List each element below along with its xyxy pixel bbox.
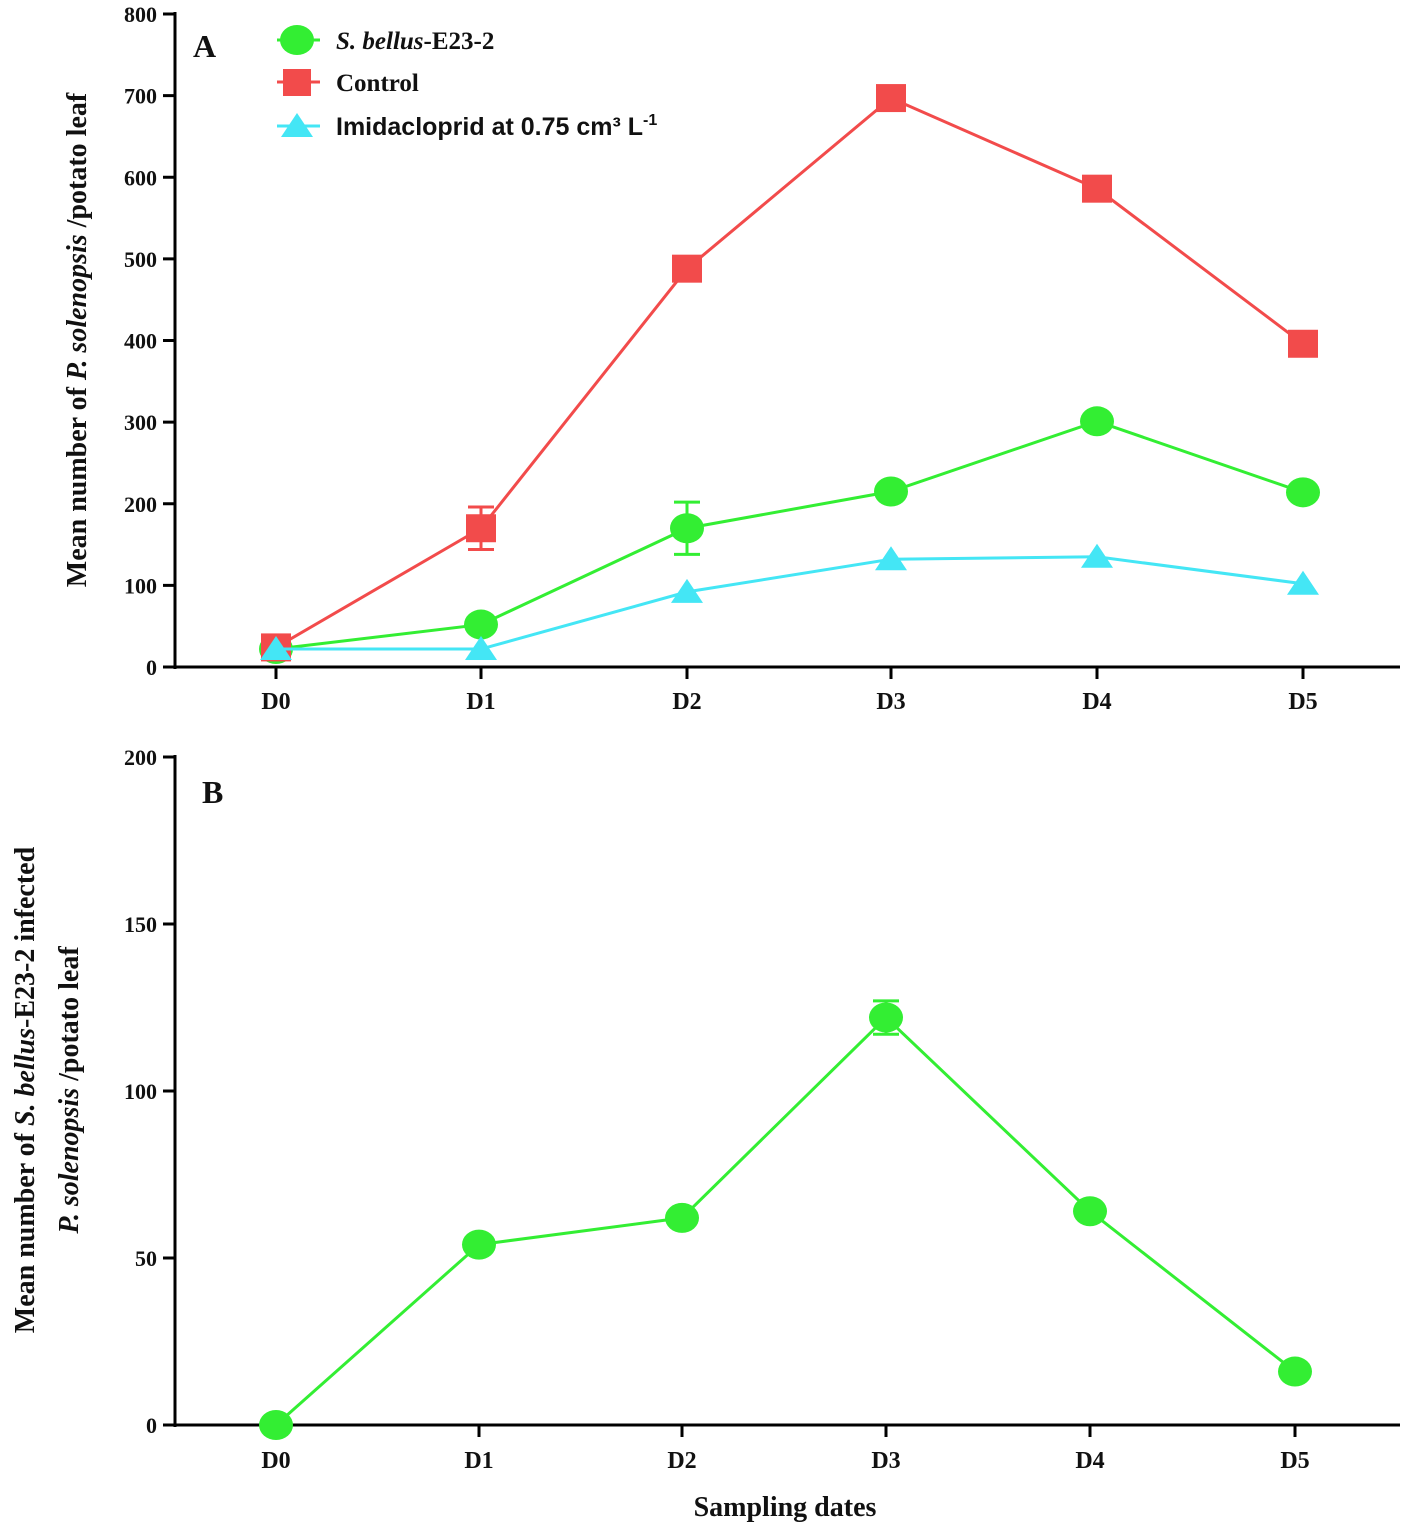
- panel-a-y-tick-label: 800: [124, 2, 157, 27]
- x-axis-title: Sampling dates: [694, 1492, 877, 1523]
- panel-b-ylabel2-suffix: /potato leaf: [54, 946, 85, 1088]
- legend-label-s-bellus-italic: S. bellus: [336, 28, 424, 55]
- panel-b-y-tick-label: 200: [124, 745, 157, 770]
- panel-b-x-tick-label: D5: [1280, 1448, 1309, 1474]
- panel-a-y-tick-label: 500: [124, 247, 157, 272]
- legend-circle-marker: [280, 25, 314, 55]
- panel-a-square-marker: [1288, 329, 1318, 358]
- panel-a-ylabel-italic: P. solenopsis: [62, 234, 93, 381]
- legend-label-imidacloprid: Imidacloprid at 0.75 cm³ L-1: [336, 112, 657, 141]
- panel-a-x-tick-label: D2: [672, 689, 701, 715]
- panel-b-ylabel1-suffix: -E23-2 infected: [10, 846, 41, 1028]
- panel-b-circle-marker: [665, 1202, 699, 1233]
- panel-a-y-tick-label: 0: [146, 655, 157, 680]
- panel-a-triangle-marker: [465, 636, 497, 661]
- panel-a-triangle-marker: [260, 636, 292, 661]
- panel-b-y-tick-label: 100: [124, 1079, 157, 1104]
- panel-b-circle-marker: [1278, 1356, 1312, 1387]
- panel-b-x-tick-label: D1: [464, 1448, 493, 1474]
- panel-a-y-tick-label: 400: [124, 329, 157, 354]
- panel-a-x-tick-label: D5: [1288, 689, 1317, 715]
- panel-b-y-tick-label: 150: [124, 912, 157, 937]
- panel-a-y-axis-title: Mean number of P. solenopsis /potato lea…: [62, 92, 93, 587]
- panel-a-y-tick-label: 200: [124, 492, 157, 517]
- panel-b-y-axis-title-line2: P. solenopsis /potato leaf: [54, 946, 85, 1235]
- panel-a-y-tick-label: 700: [124, 84, 157, 109]
- panel-b-circle-marker: [259, 1410, 293, 1440]
- legend-label-s-bellus: S. bellus-E23-2: [336, 28, 494, 55]
- panel-b-plot: 0 50 100 150 200 D0 D1 D2 D3 D4 D5: [124, 745, 1400, 1474]
- panel-b-ylabel1-prefix: Mean number of: [10, 1126, 41, 1333]
- panel-b-ylabel1-italic: S. bellus: [10, 1028, 41, 1126]
- panel-a-y-tick-label: 600: [124, 165, 157, 190]
- panel-a-series-line: [275, 96, 1304, 649]
- legend-item-control: Control: [277, 69, 419, 97]
- panel-a-ylabel-suffix: /potato leaf: [62, 92, 93, 234]
- panel-a-square-marker: [1082, 174, 1112, 203]
- panel-b-circle-marker: [1073, 1196, 1107, 1227]
- panel-a-triangle-marker: [671, 578, 703, 603]
- legend-label-imidacloprid-text: Imidacloprid at 0.75 cm³ L: [336, 113, 643, 141]
- panel-a-square-marker: [672, 254, 702, 283]
- panel-a-circle-marker: [670, 513, 704, 544]
- panel-a-x-tick-label: D1: [466, 689, 495, 715]
- legend-item-s-bellus: S. bellus-E23-2: [277, 25, 494, 55]
- legend-label-control: Control: [336, 70, 419, 97]
- panel-b-ylabel2-italic: P. solenopsis: [54, 1088, 85, 1235]
- panel-b-x-tick-label: D0: [261, 1448, 290, 1474]
- legend-square-marker: [283, 69, 311, 96]
- panel-a-series-line: [275, 419, 1304, 651]
- panel-a-circle-marker: [1286, 477, 1320, 508]
- panel-a-y-tick-label: 100: [124, 573, 157, 598]
- legend-item-imidacloprid: Imidacloprid at 0.75 cm³ L-1: [277, 112, 657, 141]
- panel-a-triangle-marker: [1287, 570, 1319, 595]
- panel-b-x-tick-label: D2: [667, 1448, 696, 1474]
- panel-b-x-tick-label: D3: [871, 1448, 900, 1474]
- panel-a-plot: 0 100 200 300 400 500 600 700 800 D0 D1 D2 D3 D4 D5: [124, 2, 1400, 715]
- panel-b-y-axis-title-line1: Mean number of S. bellus-E23-2 infected: [10, 846, 41, 1333]
- panel-b-circle-marker: [869, 1002, 903, 1033]
- legend-label-s-bellus-rest: -E23-2: [424, 28, 495, 55]
- panel-a-square-marker: [466, 514, 496, 543]
- panel-b-series-line: [275, 1015, 1296, 1427]
- panel-b-x-tick-label: D4: [1075, 1448, 1104, 1474]
- panel-a-series-line: [276, 555, 1304, 651]
- legend-triangle-marker: [281, 113, 313, 137]
- panel-b-circle-marker: [462, 1229, 496, 1260]
- legend: S. bellus-E23-2 Control Imidacloprid at …: [277, 25, 657, 141]
- panel-a-circle-marker: [1080, 406, 1114, 437]
- panel-b-label: B: [202, 774, 223, 810]
- panel-a-triangle-marker: [875, 546, 907, 571]
- panel-a-circle-marker: [874, 476, 908, 507]
- panel-b-y-tick-label: 50: [135, 1246, 157, 1271]
- panel-a-label: A: [193, 28, 216, 64]
- legend-label-imidacloprid-sup: -1: [643, 112, 657, 129]
- panel-a-square-marker: [876, 84, 906, 113]
- panel-a-y-tick-label: 300: [124, 410, 157, 435]
- panel-a-x-tick-label: D3: [876, 689, 905, 715]
- panel-a-x-tick-label: D0: [261, 689, 290, 715]
- panel-a-x-tick-label: D4: [1082, 689, 1111, 715]
- panel-a-triangle-marker: [1081, 543, 1113, 568]
- panel-a-circle-marker: [464, 609, 498, 640]
- panel-b-y-tick-label: 0: [146, 1413, 157, 1438]
- panel-a-ylabel-prefix: Mean number of: [62, 380, 93, 587]
